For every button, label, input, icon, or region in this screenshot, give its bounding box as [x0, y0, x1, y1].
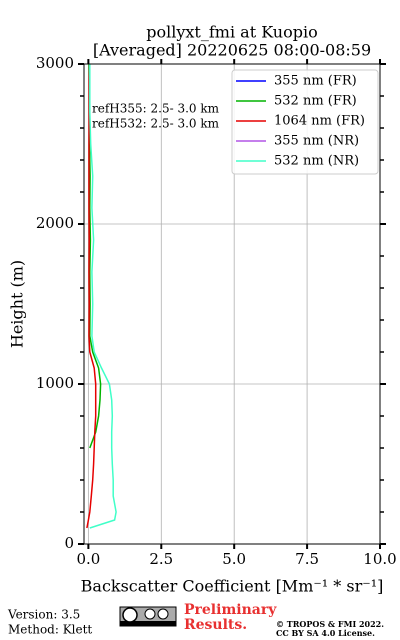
x-axis-label: Backscatter Coefficient [Mm⁻¹ * sr⁻¹]	[81, 577, 384, 596]
x-tick-label: 0.0	[76, 550, 100, 568]
profile-line	[86, 63, 97, 529]
legend-label: 355 nm (FR)	[274, 74, 357, 89]
y-axis-label: Height (m)	[8, 260, 27, 348]
y-tick-label: 1000	[36, 374, 74, 392]
cc-logo	[119, 606, 177, 627]
legend-label: 355 nm (NR)	[274, 134, 359, 149]
annotation: refH355: 2.5- 3.0 km	[92, 102, 220, 116]
version: Version: 3.5	[7, 608, 80, 622]
x-tick-label: 5.0	[222, 550, 246, 568]
y-tick-label: 3000	[36, 54, 74, 72]
method: Method: Klett	[8, 623, 92, 637]
profile-line	[89, 64, 117, 529]
status: Results.	[184, 617, 247, 633]
plot-frame	[83, 63, 381, 545]
x-tick-label: 10.0	[363, 550, 396, 568]
x-tick-label: 2.5	[149, 550, 173, 568]
legend-label: 532 nm (NR)	[274, 154, 359, 169]
legend-box	[231, 69, 379, 175]
copyright: © TROPOS & FMI 2022.	[276, 619, 384, 629]
chart-title: pollyxt_fmi at Kuopio	[146, 23, 317, 42]
x-tick-label: 7.5	[295, 550, 319, 568]
status: Preliminary	[184, 602, 277, 618]
legend-label: 532 nm (FR)	[274, 94, 357, 109]
annotation: refH532: 2.5- 3.0 km	[92, 117, 220, 131]
y-tick-label: 0	[64, 534, 74, 552]
legend-label: 1064 nm (FR)	[274, 114, 365, 129]
chart-subtitle: [Averaged] 20220625 08:00-08:59	[93, 41, 371, 60]
copyright: CC BY SA 4.0 License.	[276, 628, 375, 638]
y-tick-label: 2000	[36, 214, 74, 232]
